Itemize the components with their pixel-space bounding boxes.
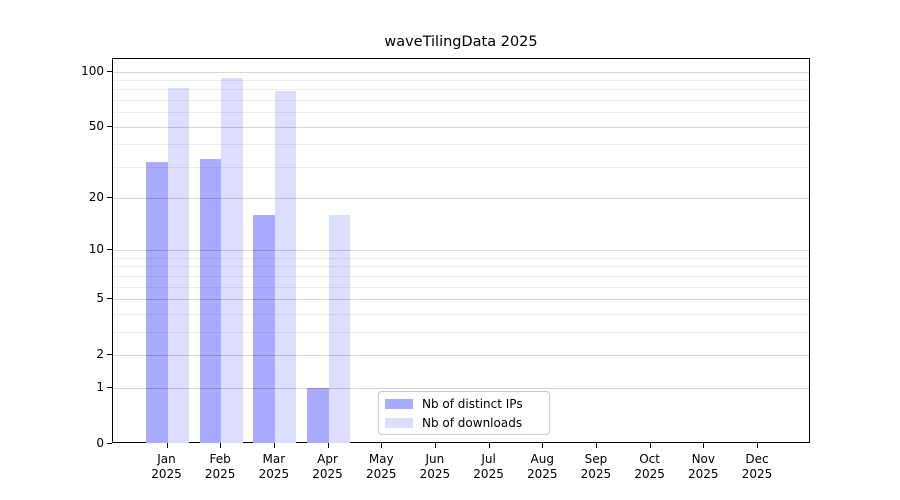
x-tick-label: Oct 2025 [634, 452, 665, 481]
x-tick [327, 443, 329, 448]
y-tick [107, 386, 112, 388]
x-tick [381, 443, 383, 448]
x-tick [595, 443, 597, 448]
gridline-major [113, 198, 809, 200]
x-tick [756, 443, 758, 448]
gridline-major [113, 354, 809, 356]
gridline-major [113, 71, 809, 73]
y-tick [107, 70, 112, 72]
bar-distinct-ips [307, 387, 329, 444]
legend-entry-distinct-ips: Nb of distinct IPs [385, 396, 543, 412]
y-tick [107, 298, 112, 300]
gridline-major [113, 126, 809, 128]
x-tick-label: Mar 2025 [258, 452, 290, 481]
y-tick-label: 5 [96, 291, 104, 306]
bar-distinct-ips [253, 215, 275, 444]
gridline-minor [113, 100, 809, 102]
gridline-minor [113, 89, 809, 91]
x-tick [273, 443, 275, 448]
y-tick-label: 10 [88, 242, 104, 257]
x-tick [220, 443, 222, 448]
y-tick-label: 0 [96, 435, 104, 450]
bar-downloads [274, 91, 297, 444]
x-tick-label: Jun 2025 [419, 452, 451, 481]
x-tick-label: Sep 2025 [580, 452, 612, 481]
x-tick-label: Feb 2025 [204, 452, 236, 481]
bar-downloads [328, 215, 351, 444]
gridline-minor [113, 313, 809, 315]
x-tick [166, 443, 168, 448]
legend-label-distinct-ips: Nb of distinct IPs [422, 396, 523, 411]
legend: Nb of distinct IPs Nb of downloads [378, 391, 550, 435]
legend-swatch-downloads [385, 417, 413, 428]
x-tick-label: Nov 2025 [688, 452, 719, 481]
x-tick-label: Jan 2025 [151, 452, 182, 481]
gridline-minor [113, 144, 809, 146]
y-tick [107, 249, 112, 251]
bar-downloads [221, 78, 243, 444]
gridline-minor [113, 286, 809, 288]
gridline-major [113, 250, 809, 252]
bars-layer [113, 59, 809, 444]
bar-distinct-ips [146, 161, 168, 444]
y-tick [107, 442, 112, 444]
plot-area [112, 58, 810, 444]
gridline-minor [113, 266, 809, 268]
x-tick-label: Dec 2025 [741, 452, 773, 481]
x-tick [488, 443, 490, 448]
y-tick-label: 1 [96, 379, 104, 394]
legend-swatch-distinct-ips [385, 398, 413, 409]
gridline-minor [113, 258, 809, 259]
x-tick-label: Aug 2025 [526, 452, 558, 481]
x-tick [542, 443, 544, 448]
y-tick-label: 50 [88, 118, 104, 133]
gridline-minor [113, 80, 809, 82]
y-tick [107, 353, 112, 355]
gridline-major [113, 387, 809, 389]
legend-entry-downloads: Nb of downloads [385, 415, 543, 431]
grid-layer [113, 59, 809, 442]
y-tick-label: 100 [81, 63, 104, 78]
legend-label-downloads: Nb of downloads [422, 415, 523, 430]
y-tick [107, 125, 112, 127]
x-tick-label: May 2025 [365, 452, 397, 481]
gridline-minor [113, 331, 809, 333]
chart-title: waveTilingData 2025 [384, 34, 538, 50]
x-tick [649, 443, 651, 448]
gridline-minor [113, 275, 809, 277]
bar-distinct-ips [199, 159, 222, 444]
y-tick [107, 197, 112, 199]
y-tick-label: 20 [88, 190, 104, 205]
x-tick-label: Jul 2025 [473, 452, 504, 481]
y-tick-label: 2 [96, 346, 104, 361]
bar-downloads [167, 88, 189, 444]
gridline-major [113, 299, 809, 301]
x-tick [703, 443, 705, 448]
x-tick [434, 443, 436, 448]
gridline-minor [113, 112, 809, 114]
x-tick-label: Apr 2025 [312, 452, 343, 481]
gridline-minor [113, 166, 809, 168]
